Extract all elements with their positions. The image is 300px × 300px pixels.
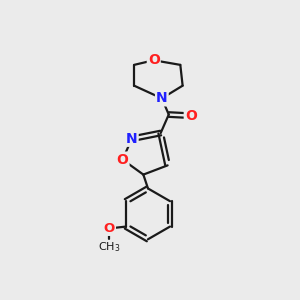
Text: O: O	[185, 109, 197, 123]
Text: CH$_3$: CH$_3$	[98, 240, 121, 254]
Text: N: N	[126, 132, 138, 146]
Text: O: O	[117, 153, 128, 166]
Text: N: N	[156, 92, 168, 105]
Text: O: O	[148, 53, 160, 67]
Text: O: O	[104, 222, 115, 235]
